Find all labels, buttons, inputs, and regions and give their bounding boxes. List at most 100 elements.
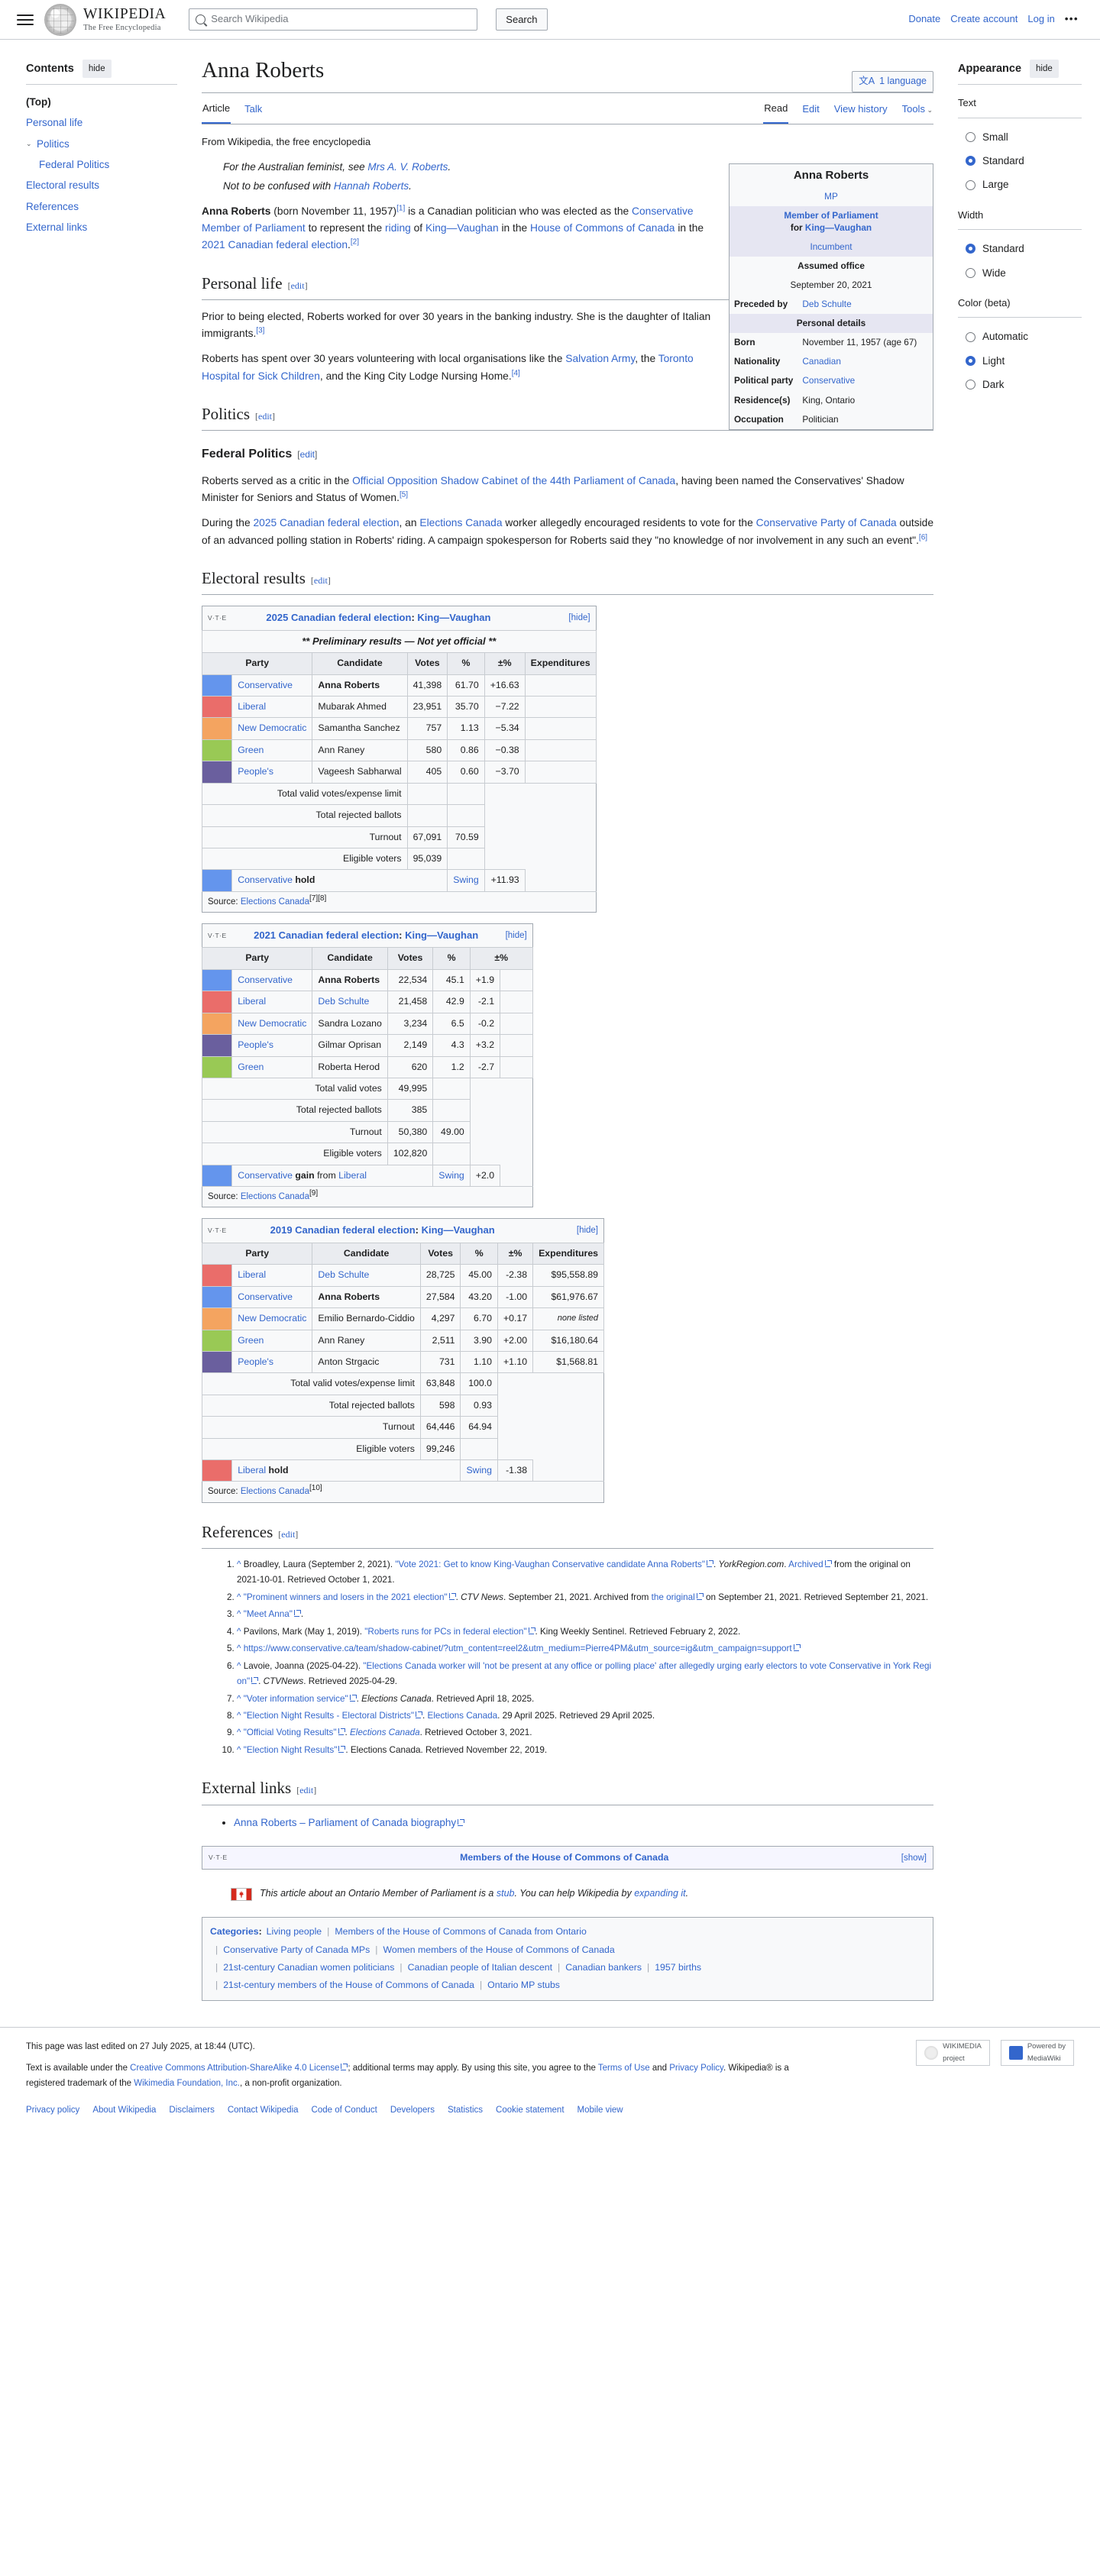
appearance-option-text-standard[interactable]: Standard bbox=[958, 149, 1082, 173]
footer-link-cookie-statement[interactable]: Cookie statement bbox=[496, 2106, 565, 2115]
search-button[interactable]: Search bbox=[496, 8, 548, 31]
footer-link-statistics[interactable]: Statistics bbox=[448, 2106, 484, 2115]
tab-view-history[interactable]: View history bbox=[833, 96, 888, 124]
reference-backlink[interactable]: ^ bbox=[237, 1744, 244, 1755]
lead-ref-2[interactable]: [2] bbox=[350, 238, 359, 247]
privacy-link[interactable]: Privacy Policy bbox=[669, 2064, 723, 2073]
reference-external-link[interactable]: "Meet Anna" bbox=[244, 1609, 301, 1619]
source-link[interactable]: Elections Canada bbox=[240, 897, 309, 907]
party-link[interactable]: Conservative bbox=[238, 1291, 293, 1302]
vte-links[interactable]: V·T·E bbox=[202, 923, 232, 949]
infobox-office-title[interactable]: Member of Parliament bbox=[784, 209, 878, 221]
hide-link[interactable]: [hide] bbox=[576, 1226, 599, 1236]
footer-link-mobile-view[interactable]: Mobile view bbox=[577, 2106, 623, 2115]
wmf-link[interactable]: Wikimedia Foundation, Inc. bbox=[134, 2078, 240, 2088]
election-riding-link[interactable]: King—Vaughan bbox=[417, 612, 491, 624]
reference-backlink[interactable]: ^ bbox=[237, 1559, 244, 1569]
toc-item-label[interactable]: Electoral results bbox=[26, 179, 100, 192]
license-link[interactable]: Creative Commons Attribution-ShareAlike … bbox=[130, 2064, 348, 2073]
toc-item-label[interactable]: References bbox=[26, 200, 79, 212]
reference-external-link[interactable]: "Election Night Results" bbox=[244, 1745, 346, 1755]
reference-external-link[interactable]: "Voter information service" bbox=[244, 1694, 357, 1704]
lead-link-conservative[interactable]: Conservative bbox=[632, 205, 694, 217]
stub-link[interactable]: stub bbox=[496, 1888, 515, 1899]
reference-external-link[interactable]: "Election Night Results - Electoral Dist… bbox=[244, 1711, 422, 1721]
reference-backlink[interactable]: ^ bbox=[237, 1626, 244, 1637]
reference-backlink[interactable]: ^ bbox=[237, 1644, 244, 1654]
lead-link-riding[interactable]: riding bbox=[385, 221, 411, 234]
log-in-link[interactable]: Log in bbox=[1027, 13, 1055, 25]
appearance-option-color-beta-automatic[interactable]: Automatic bbox=[958, 325, 1082, 348]
appearance-option-width-wide[interactable]: Wide bbox=[958, 261, 1082, 285]
more-options-icon[interactable]: ••• bbox=[1064, 13, 1079, 25]
footer-link-developers[interactable]: Developers bbox=[390, 2106, 435, 2115]
election-riding-link[interactable]: King—Vaughan bbox=[405, 929, 479, 941]
footer-link-contact-wikipedia[interactable]: Contact Wikipedia bbox=[227, 2106, 299, 2115]
search-input[interactable]: Search Wikipedia bbox=[189, 8, 478, 31]
main-menu-icon[interactable] bbox=[17, 9, 34, 31]
toc-item-label[interactable]: External links bbox=[26, 221, 88, 234]
edit-link[interactable]: edit bbox=[290, 280, 305, 291]
reference-backlink[interactable]: ^ bbox=[237, 1693, 244, 1704]
navbox-show-button[interactable]: [show] bbox=[901, 1853, 927, 1863]
infobox-post-nominal[interactable]: MP bbox=[824, 190, 838, 202]
party-link[interactable]: People's bbox=[238, 1039, 273, 1051]
tab-edit[interactable]: Edit bbox=[801, 96, 820, 124]
pol-link-2025-election[interactable]: 2025 Canadian federal election bbox=[253, 517, 400, 529]
radio-button[interactable] bbox=[966, 331, 975, 342]
toc-item-label[interactable]: Politics bbox=[37, 137, 70, 150]
result-party-link[interactable]: Conservative bbox=[238, 1169, 293, 1181]
reference-external-link[interactable]: "Prominent winners and losers in the 202… bbox=[244, 1592, 456, 1602]
wikimedia-badge[interactable]: WIKIMEDIA project bbox=[916, 2039, 990, 2066]
party-link[interactable]: Green bbox=[238, 1334, 264, 1346]
vte-links[interactable]: V·T·E bbox=[202, 606, 232, 631]
wikipedia-logo[interactable]: WIKIPEDIA The Free Encyclopedia bbox=[44, 3, 166, 36]
mediawiki-badge[interactable]: Powered by MediaWiki bbox=[1000, 2039, 1074, 2066]
appearance-option-width-standard[interactable]: Standard bbox=[958, 237, 1082, 260]
party-link[interactable]: New Democratic bbox=[238, 1313, 307, 1324]
footer-link-privacy-policy[interactable]: Privacy policy bbox=[26, 2106, 80, 2115]
reference-backlink[interactable]: ^ bbox=[237, 1711, 244, 1721]
party-link[interactable]: New Democratic bbox=[238, 722, 307, 734]
reference-link[interactable]: Elections Canada bbox=[427, 1711, 498, 1721]
radio-button[interactable] bbox=[966, 267, 975, 278]
lead-ref-1[interactable]: [1] bbox=[396, 203, 406, 212]
category-link[interactable]: Living people bbox=[266, 1926, 322, 1938]
hatnote-2-link[interactable]: Hannah Roberts bbox=[333, 180, 409, 192]
infobox-office-riding[interactable]: King—Vaughan bbox=[804, 222, 872, 234]
reference-external-link[interactable]: "Roberts runs for PCs in federal electio… bbox=[364, 1627, 535, 1637]
navbox-vte-links[interactable]: V·T·E bbox=[209, 1853, 228, 1861]
pl-link-salvation-army[interactable]: Salvation Army bbox=[565, 353, 636, 365]
hatnote-1-link[interactable]: Mrs A. V. Roberts bbox=[367, 160, 448, 173]
appearance-option-color-beta-dark[interactable]: Dark bbox=[958, 373, 1082, 396]
swing-link[interactable]: Swing bbox=[438, 1169, 464, 1181]
election-year-link[interactable]: 2021 Canadian federal election bbox=[254, 929, 400, 941]
pl-ref-3[interactable]: [3] bbox=[256, 326, 265, 335]
party-link[interactable]: Conservative bbox=[238, 974, 293, 985]
language-selector-button[interactable]: 文A 1 language bbox=[852, 71, 933, 92]
reference-backlink[interactable]: ^ bbox=[237, 1728, 244, 1738]
category-link[interactable]: Members of the House of Commons of Canad… bbox=[335, 1926, 587, 1938]
appearance-option-text-small[interactable]: Small bbox=[958, 125, 1082, 149]
party-link[interactable]: People's bbox=[238, 1356, 273, 1367]
tab-talk[interactable]: Talk bbox=[244, 96, 263, 124]
toc-item-electoral-results[interactable]: Electoral results bbox=[26, 175, 177, 196]
swing-link[interactable]: Swing bbox=[453, 874, 479, 886]
party-link[interactable]: Liberal bbox=[238, 701, 267, 712]
appearance-option-text-large[interactable]: Large bbox=[958, 173, 1082, 196]
edit-link[interactable]: edit bbox=[281, 1528, 296, 1540]
radio-button[interactable] bbox=[966, 156, 975, 166]
election-year-link[interactable]: 2019 Canadian federal election bbox=[270, 1224, 416, 1236]
election-riding-link[interactable]: King—Vaughan bbox=[421, 1224, 495, 1236]
terms-link[interactable]: Terms of Use bbox=[597, 2064, 650, 2073]
result-party-link[interactable]: Conservative bbox=[238, 874, 293, 886]
toc-item-personal-life[interactable]: Personal life bbox=[26, 112, 177, 133]
edit-link[interactable]: edit bbox=[258, 411, 273, 422]
appearance-hide-button[interactable]: hide bbox=[1030, 60, 1059, 79]
vte-links[interactable]: V·T·E bbox=[202, 1218, 232, 1243]
infobox-row-value-link[interactable]: Canadian bbox=[802, 356, 841, 367]
edit-link[interactable]: edit bbox=[299, 449, 315, 461]
pol-link-elections-canada[interactable]: Elections Canada bbox=[419, 517, 503, 529]
toc-item-label[interactable]: Federal Politics bbox=[39, 159, 110, 171]
stub-expand-link[interactable]: expanding it bbox=[634, 1888, 686, 1899]
